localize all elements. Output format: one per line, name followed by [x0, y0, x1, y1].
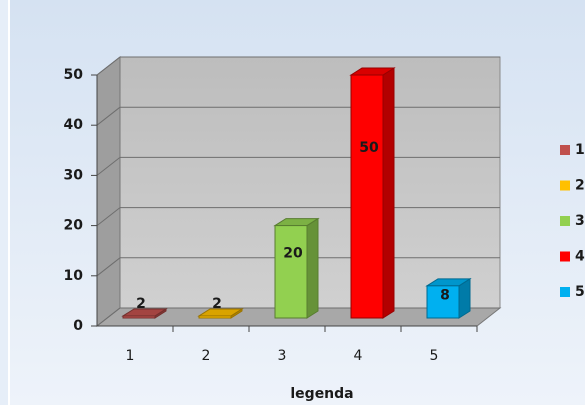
y-tick-label: 20 [64, 218, 84, 234]
x-tick-label: 3 [278, 348, 287, 364]
data-label: 50 [359, 140, 379, 156]
x-tick-label: 5 [430, 348, 439, 364]
legend-swatch [560, 180, 570, 191]
plot-area: 0 10 20 30 40 50 1 2 2 2 3 20 4 50 5 8 1 2 3 4 5 [64, 55, 585, 364]
y-tick-label: 50 [64, 67, 84, 83]
bar [198, 315, 232, 319]
y-tick-label: 0 [73, 318, 83, 334]
x-axis-label: legenda [290, 386, 353, 402]
y-tick-label: 10 [64, 268, 84, 284]
y-tick-label: 40 [64, 117, 84, 133]
legend-swatch [560, 145, 570, 155]
legend-swatch [560, 287, 570, 297]
bar-side [306, 217, 319, 319]
x-tick-label: 2 [202, 348, 211, 364]
legend-swatch [560, 251, 570, 262]
legend-label: 3 [575, 213, 585, 229]
grid-line-side [96, 157, 121, 176]
side-wall [96, 55, 121, 328]
data-label: 8 [440, 287, 450, 303]
grid-line-side [96, 106, 121, 126]
bar [274, 225, 308, 319]
grid-line-side [96, 207, 121, 226]
legend-label: 1 [575, 142, 585, 158]
data-label: 2 [136, 296, 146, 312]
grid-line-side [96, 257, 121, 277]
x-tick-label: 4 [354, 348, 363, 364]
data-label: 2 [212, 296, 222, 312]
grid-line-side [96, 307, 121, 327]
data-label: 20 [283, 245, 303, 261]
left-border [0, 0, 9, 405]
x-tick-label: 1 [126, 348, 135, 364]
legend-label: 4 [575, 249, 585, 265]
grid-line-side [96, 56, 121, 76]
legend-label: 5 [575, 284, 585, 300]
bar-side [382, 67, 395, 319]
y-tick-label: 30 [64, 167, 84, 183]
bar [426, 285, 460, 319]
legend-label: 2 [575, 178, 585, 194]
bar [122, 315, 156, 319]
legend-swatch [560, 216, 570, 226]
bar [350, 74, 384, 319]
